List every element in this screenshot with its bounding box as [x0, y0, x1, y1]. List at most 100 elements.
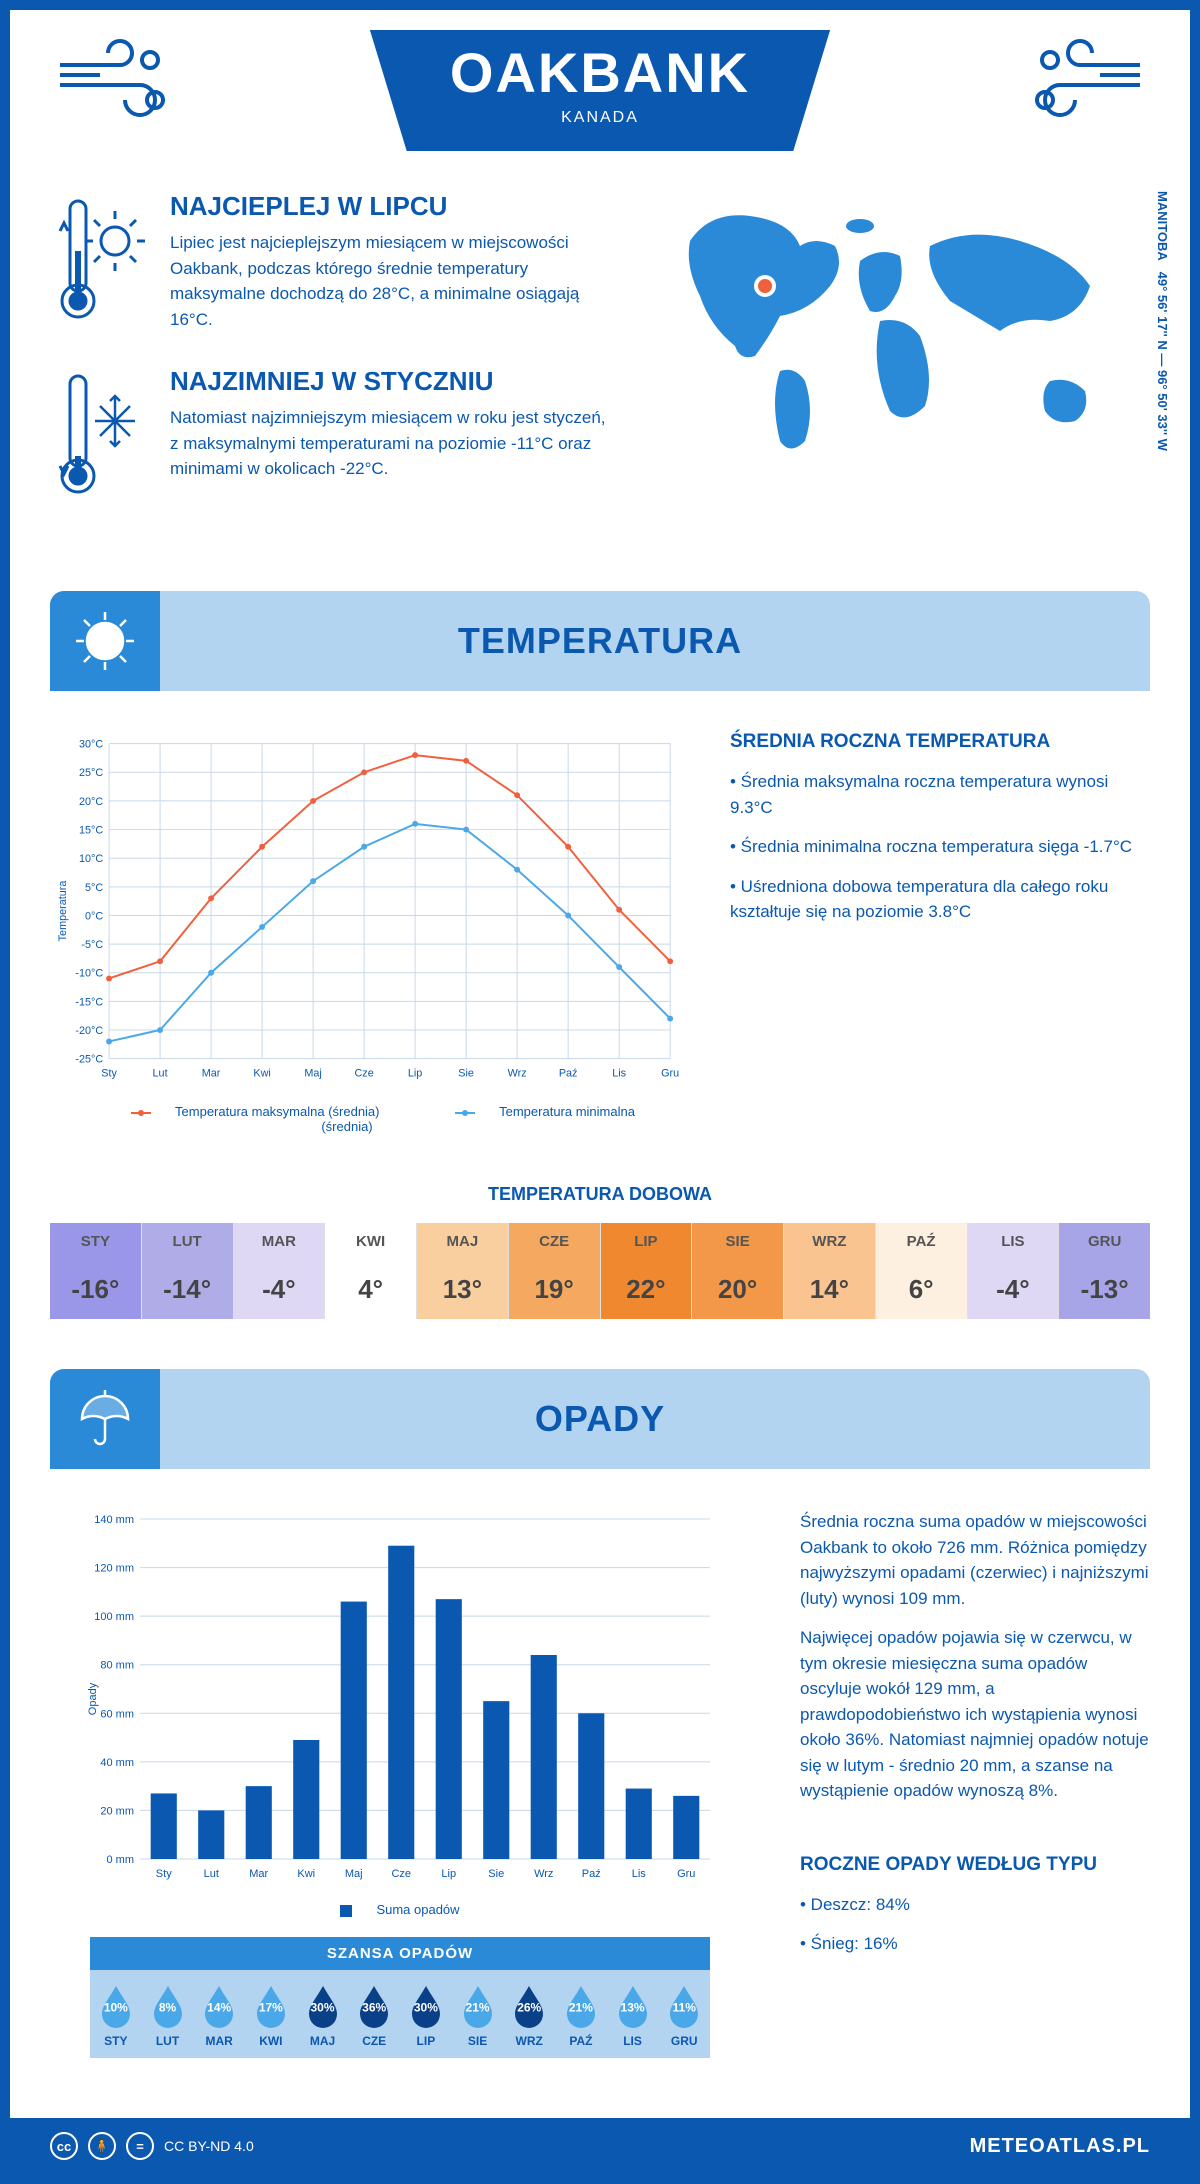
rain-chance-cell: 36%CZE [348, 1984, 400, 2048]
svg-text:Lip: Lip [408, 1067, 422, 1079]
rain-chance-cell: 13%LIS [607, 1984, 659, 2048]
annual-temp-b3: • Uśredniona dobowa temperatura dla całe… [730, 874, 1150, 925]
site-name: METEOATLAS.PL [970, 2135, 1150, 2158]
temp-chart-legend: Temperatura maksymalna (średnia) Tempera… [50, 1104, 680, 1134]
svg-text:Maj: Maj [304, 1067, 321, 1079]
temperature-line-chart: -25°C-20°C-15°C-10°C-5°C0°C5°C10°C15°C20… [50, 731, 680, 1091]
svg-text:100 mm: 100 mm [94, 1611, 134, 1623]
rain-chance-cell: 8%LUT [142, 1984, 194, 2048]
svg-text:80 mm: 80 mm [100, 1660, 134, 1672]
daily-temp-title: TEMPERATURA DOBOWA [10, 1184, 1190, 1205]
svg-text:Lip: Lip [441, 1868, 456, 1880]
annual-temp-title: ŚREDNIA ROCZNA TEMPERATURA [730, 731, 1150, 753]
svg-text:Lis: Lis [612, 1067, 626, 1079]
rain-chance-cell: 17%KWI [245, 1984, 297, 2048]
svg-text:15°C: 15°C [79, 825, 103, 837]
rain-chance-cell: 30%LIP [400, 1984, 452, 2048]
daily-cell: LIS-4° [967, 1223, 1059, 1319]
thermometer-hot-icon [50, 191, 150, 336]
rain-chart-legend: Suma opadów [50, 1902, 750, 1917]
raindrop-icon: 14% [201, 1984, 237, 2028]
daily-cell: LIP22° [600, 1223, 692, 1319]
wind-icon-left [50, 30, 190, 130]
map-panel: MANITOBA 49° 56' 17'' N — 96° 50' 33'' W [650, 191, 1150, 541]
rain-type-1: • Deszcz: 84% [800, 1892, 1150, 1918]
temperature-title: TEMPERATURA [160, 620, 1150, 662]
annual-temp-b1: • Średnia maksymalna roczna temperatura … [730, 769, 1150, 820]
daily-cell: KWI4° [324, 1223, 416, 1319]
raindrop-icon: 11% [666, 1984, 702, 2028]
raindrop-icon: 8% [150, 1984, 186, 2028]
daily-temp-table: STY-16°LUT-14°MAR-4°KWI4°MAJ13°CZE19°LIP… [50, 1223, 1150, 1319]
raindrop-icon: 17% [253, 1984, 289, 2028]
svg-text:25°C: 25°C [79, 767, 103, 779]
svg-text:-5°C: -5°C [81, 939, 103, 951]
precipitation-bar-chart: 0 mm20 mm40 mm60 mm80 mm100 mm120 mm140 … [50, 1509, 750, 1889]
raindrop-icon: 13% [615, 1984, 651, 2028]
svg-text:Lis: Lis [632, 1868, 647, 1880]
daily-cell: LUT-14° [141, 1223, 233, 1319]
svg-text:Sie: Sie [458, 1067, 474, 1079]
page-frame: OAKBANK KANADA [0, 0, 1200, 2184]
svg-text:-25°C: -25°C [75, 1054, 103, 1066]
daily-cell: STY-16° [50, 1223, 141, 1319]
umbrella-icon [50, 1369, 160, 1469]
warmest-block: NAJCIEPLEJ W LIPCU Lipiec jest najcieple… [50, 191, 610, 336]
intro-section: NAJCIEPLEJ W LIPCU Lipiec jest najcieple… [10, 151, 1190, 571]
sun-icon [50, 591, 160, 691]
precipitation-header: OPADY [50, 1369, 1150, 1469]
cc-icon: cc [50, 2132, 78, 2160]
rain-chance-cell: 26%WRZ [503, 1984, 555, 2048]
daily-cell: MAR-4° [233, 1223, 325, 1319]
country-label: KANADA [450, 109, 750, 127]
header: OAKBANK KANADA [10, 10, 1190, 151]
wind-icon-right [1010, 30, 1150, 130]
coldest-text: Natomiast najzimniejszym miesiącem w rok… [170, 405, 610, 482]
svg-text:Wrz: Wrz [508, 1067, 527, 1079]
city-title: OAKBANK [450, 40, 750, 105]
svg-text:5°C: 5°C [85, 882, 103, 894]
temperature-header: TEMPERATURA [50, 591, 1150, 691]
rain-type-title: ROCZNE OPADY WEDŁUG TYPU [800, 1854, 1150, 1876]
svg-text:Paź: Paź [559, 1067, 578, 1079]
svg-text:20°C: 20°C [79, 796, 103, 808]
nd-icon: = [126, 2132, 154, 2160]
warmest-text: Lipiec jest najcieplejszym miesiącem w m… [170, 230, 610, 332]
svg-text:Temperatura: Temperatura [57, 880, 69, 942]
svg-text:60 mm: 60 mm [100, 1708, 134, 1720]
svg-text:-15°C: -15°C [75, 996, 103, 1008]
rain-chance-cell: 14%MAR [193, 1984, 245, 2048]
svg-text:0 mm: 0 mm [107, 1854, 135, 1866]
rain-p2: Najwięcej opadów pojawia się w czerwcu, … [800, 1625, 1150, 1804]
raindrop-icon: 30% [408, 1984, 444, 2028]
svg-text:Paź: Paź [582, 1868, 601, 1880]
precipitation-title: OPADY [160, 1398, 1150, 1440]
warmest-title: NAJCIEPLEJ W LIPCU [170, 191, 610, 222]
title-banner: OAKBANK KANADA [370, 30, 830, 151]
raindrop-icon: 10% [98, 1984, 134, 2028]
svg-text:Lut: Lut [204, 1868, 219, 1880]
rain-chance-cell: 30%MAJ [297, 1984, 349, 2048]
svg-text:10°C: 10°C [79, 853, 103, 865]
svg-text:Gru: Gru [677, 1868, 695, 1880]
svg-text:Mar: Mar [202, 1067, 221, 1079]
license: cc 🧍 = CC BY-ND 4.0 [50, 2132, 254, 2160]
footer: cc 🧍 = CC BY-ND 4.0 METEOATLAS.PL [10, 2118, 1190, 2174]
svg-text:Lut: Lut [153, 1067, 168, 1079]
daily-cell: GRU-13° [1058, 1223, 1150, 1319]
raindrop-icon: 21% [460, 1984, 496, 2028]
daily-cell: MAJ13° [416, 1223, 508, 1319]
annual-temp-b2: • Średnia minimalna roczna temperatura s… [730, 834, 1150, 860]
svg-text:Opady: Opady [87, 1682, 99, 1715]
raindrop-icon: 30% [305, 1984, 341, 2028]
rain-chance-cell: 21%PAŹ [555, 1984, 607, 2048]
coldest-title: NAJZIMNIEJ W STYCZNIU [170, 366, 610, 397]
svg-text:140 mm: 140 mm [94, 1514, 134, 1526]
svg-text:Kwi: Kwi [253, 1067, 270, 1079]
daily-cell: SIE20° [691, 1223, 783, 1319]
daily-cell: PAŹ6° [875, 1223, 967, 1319]
raindrop-icon: 21% [563, 1984, 599, 2028]
svg-text:40 mm: 40 mm [100, 1757, 134, 1769]
svg-text:Gru: Gru [661, 1067, 679, 1079]
rain-chance-cell: 10%STY [90, 1984, 142, 2048]
